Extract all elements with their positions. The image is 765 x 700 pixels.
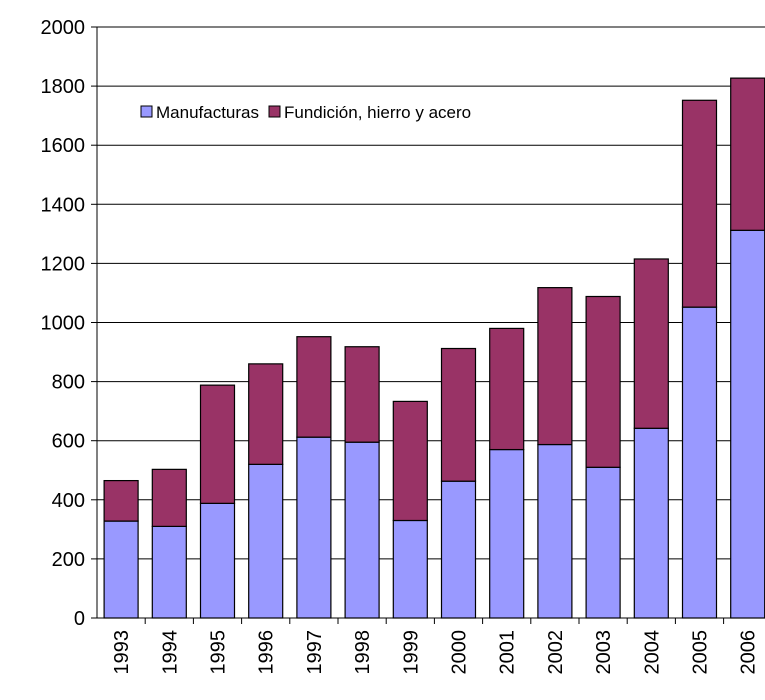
y-tick-label: 0 bbox=[74, 608, 85, 630]
bar-segment bbox=[585, 295, 621, 468]
bar-segment bbox=[151, 468, 187, 527]
legend-label: Manufacturas bbox=[156, 103, 259, 122]
bar-segment bbox=[537, 443, 573, 619]
x-tick-label: 2004 bbox=[641, 630, 663, 675]
bar-segment bbox=[151, 525, 187, 619]
y-tick-label: 600 bbox=[52, 431, 85, 453]
bar-segment bbox=[296, 436, 332, 619]
bar-segment bbox=[103, 479, 139, 522]
bar-segment bbox=[633, 427, 669, 619]
x-tick-label: 2006 bbox=[738, 630, 760, 675]
x-tick-label: 1994 bbox=[159, 630, 181, 675]
bar-segment bbox=[199, 502, 236, 619]
bar-segment bbox=[585, 466, 621, 619]
x-tick-label: 2003 bbox=[593, 630, 615, 675]
x-tick-label: 1997 bbox=[304, 630, 326, 675]
bar-segment bbox=[681, 99, 718, 308]
bar-segment bbox=[730, 229, 765, 619]
x-tick-label: 1998 bbox=[352, 630, 374, 675]
x-tick-label: 2002 bbox=[545, 630, 567, 675]
bar-segment bbox=[392, 400, 428, 522]
legend-swatch bbox=[140, 105, 153, 118]
y-tick-label: 1800 bbox=[41, 76, 86, 98]
bar-segment bbox=[103, 520, 139, 619]
y-tick-label: 200 bbox=[52, 549, 85, 571]
x-tick-label: 1995 bbox=[208, 630, 230, 675]
y-tick-label: 1200 bbox=[41, 253, 86, 275]
x-tick-label: 2000 bbox=[449, 630, 471, 675]
legend-label: Fundición, hierro y acero bbox=[284, 103, 471, 122]
x-tick-label: 2005 bbox=[690, 630, 712, 675]
bar-segment bbox=[248, 463, 284, 619]
bar-segment bbox=[681, 306, 718, 619]
bar-segment bbox=[344, 346, 380, 443]
bar-segment bbox=[537, 287, 573, 446]
y-tick-label: 800 bbox=[52, 372, 85, 394]
bar-segment bbox=[392, 519, 428, 619]
y-tick-label: 1400 bbox=[41, 194, 86, 216]
bar-segment bbox=[440, 347, 477, 482]
x-tick-label: 1999 bbox=[400, 630, 422, 675]
bar-segment bbox=[296, 336, 332, 438]
bar-segment bbox=[489, 448, 525, 619]
x-tick-label: 1996 bbox=[256, 630, 278, 675]
bar-segment bbox=[248, 363, 284, 465]
y-tick-label: 1000 bbox=[41, 313, 86, 335]
x-tick-label: 1993 bbox=[111, 630, 133, 675]
y-tick-label: 2000 bbox=[41, 17, 86, 39]
x-tick-label: 2001 bbox=[497, 630, 519, 675]
bar-segment bbox=[440, 480, 477, 619]
bar-segment bbox=[730, 77, 765, 231]
bar-segment bbox=[199, 384, 236, 504]
bar-segment bbox=[344, 441, 380, 619]
legend: Manufacturas Fundición, hierro y acero bbox=[140, 103, 471, 122]
bar-segment bbox=[489, 327, 525, 451]
y-tick-label: 1600 bbox=[41, 135, 86, 157]
y-tick-label: 400 bbox=[52, 490, 85, 512]
legend-swatch bbox=[268, 105, 281, 118]
bar-segment bbox=[633, 258, 669, 429]
